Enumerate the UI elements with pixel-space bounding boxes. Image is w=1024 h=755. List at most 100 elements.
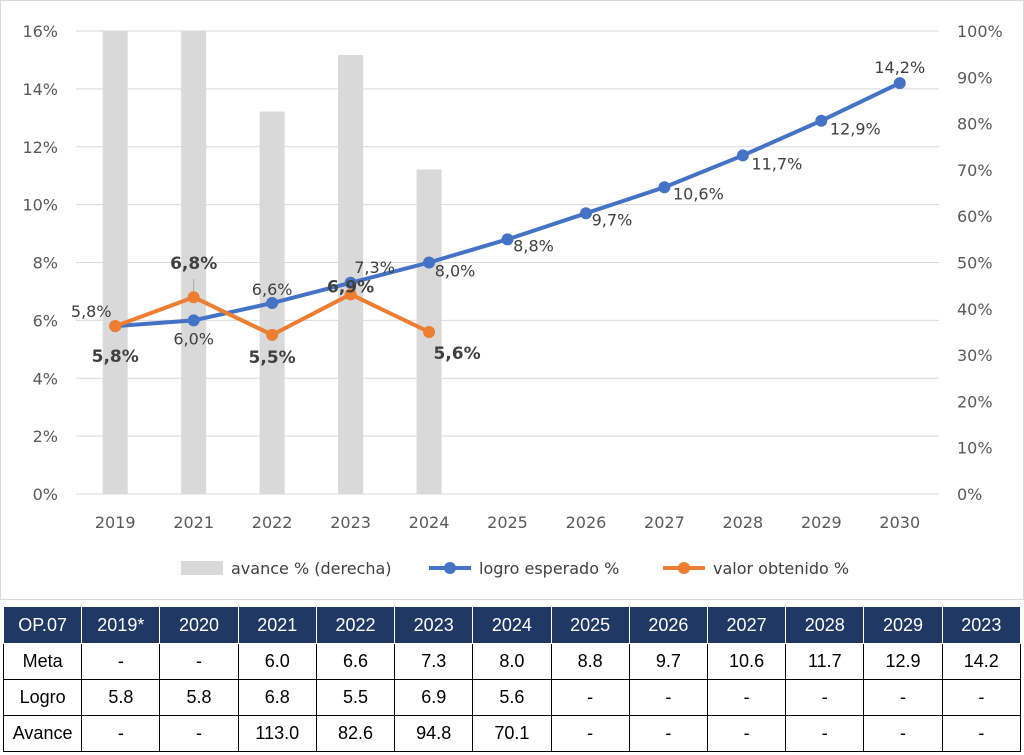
table-cell: 14.2 <box>941 643 1022 680</box>
table-cell: 9.7 <box>628 643 708 680</box>
chart-container: 0% 2% 4% 6% 8% 10% 12% 14% 16% 0% 10% 20% 30% 40% 50% 6… <box>0 0 1024 600</box>
y-left-tick-label: 0% <box>33 485 58 504</box>
x-tick-label: 2025 <box>487 513 528 532</box>
table-cell: 6.9 <box>394 679 474 716</box>
y-right-tick-label: 100% <box>957 22 1003 41</box>
expected-point <box>266 297 279 310</box>
table-header-cell: 2027 <box>706 606 787 644</box>
table-cell: 6.8 <box>237 679 317 716</box>
table-cell: - <box>941 715 1022 752</box>
y-left-tick-label: 4% <box>33 369 58 388</box>
table-cell: 5.8 <box>81 679 161 716</box>
table-header-cell: OP.07 <box>2 606 83 644</box>
legend-label: avance % (derecha) <box>231 559 392 578</box>
x-tick-label: 2027 <box>644 513 685 532</box>
table-cell: - <box>550 715 630 752</box>
table-header-cell: 2020 <box>159 606 239 644</box>
legend-obtained-marker <box>678 562 690 574</box>
expected-point <box>187 314 200 327</box>
table-cell: 5.5 <box>315 679 396 716</box>
table-row-label: Avance <box>2 715 83 752</box>
legend-label: valor obtenido % <box>713 559 849 578</box>
table-cell: - <box>706 679 787 716</box>
y-right-tick-label: 30% <box>957 346 993 365</box>
table-cell: 82.6 <box>315 715 396 752</box>
avance-bar <box>338 55 364 495</box>
obtained-data-label: 5,6% <box>433 344 480 364</box>
y-right-tick-label: 50% <box>957 254 993 273</box>
table-cell: - <box>863 715 943 752</box>
x-tick-label: 2021 <box>173 513 214 532</box>
obtained-data-label: 5,5% <box>249 348 296 368</box>
table-header-cell: 2025 <box>550 606 630 644</box>
expected-point <box>893 77 906 90</box>
obtained-point <box>109 320 122 333</box>
obtained-point <box>344 288 357 301</box>
expected-data-label: 10,6% <box>673 184 724 203</box>
x-tick-label: 2026 <box>566 513 607 532</box>
table-cell: - <box>159 643 239 680</box>
table-cell: 11.7 <box>785 643 865 680</box>
legend-expected-marker <box>444 562 456 574</box>
table-cell: 94.8 <box>394 715 474 752</box>
y-left-tick-label: 6% <box>33 311 58 330</box>
table-cell: 6.0 <box>237 643 317 680</box>
expected-point <box>815 114 828 127</box>
table-cell: 7.3 <box>394 643 474 680</box>
expected-data-label: 7,3% <box>354 258 395 277</box>
x-tick-label: 2023 <box>330 513 371 532</box>
table-row-label: Logro <box>2 679 83 716</box>
obtained-data-label: 5,8% <box>92 347 139 367</box>
expected-point <box>344 276 357 289</box>
table-cell: 10.6 <box>706 643 787 680</box>
x-tick-label: 2030 <box>879 513 920 532</box>
table-row: Logro 5.8 5.8 6.8 5.5 6.9 5.6- - - - - - <box>2 679 1022 716</box>
table-cell: - <box>628 679 708 716</box>
expected-data-label: 8,8% <box>513 236 554 255</box>
table-cell: - <box>785 715 865 752</box>
table-row-label: Meta <box>2 643 83 680</box>
expected-data-label: 9,7% <box>592 210 633 229</box>
table-cell: - <box>706 715 787 752</box>
expected-point <box>423 256 436 269</box>
table-body: Meta - -6.0 6.6 7.3 8.0 8.8 9.7 10.6 11.7 12.9 14.2… <box>2 643 1022 752</box>
table-header-cell: 2021 <box>237 606 317 644</box>
table-cell: - <box>785 679 865 716</box>
x-tick-label: 2024 <box>409 513 450 532</box>
table-header-cell: 2023 <box>394 606 474 644</box>
y-right-tick-label: 20% <box>957 392 993 411</box>
expected-point <box>501 233 514 246</box>
table-header-cell: 2022 <box>315 606 396 644</box>
table-cell: 5.8 <box>159 679 239 716</box>
table-cell: 8.0 <box>472 643 552 680</box>
table-cell: 12.9 <box>863 643 943 680</box>
avance-bar <box>102 31 128 494</box>
obtained-point <box>187 291 200 304</box>
table-cell: - <box>550 679 630 716</box>
table-cell: - <box>159 715 239 752</box>
x-tick-label: 2022 <box>252 513 293 532</box>
table-header-cell: 2026 <box>628 606 708 644</box>
y-right-tick-label: 0% <box>957 485 982 504</box>
expected-data-label: 14,2% <box>874 58 925 77</box>
expected-data-label: 11,7% <box>751 154 802 173</box>
table-cell: 6.6 <box>315 643 396 680</box>
obtained-point <box>423 325 436 338</box>
y-left-tick-label: 8% <box>33 254 58 273</box>
table-cell: 5.6 <box>472 679 552 716</box>
y-left-tick-label: 14% <box>22 80 58 99</box>
table-cell: - <box>81 715 161 752</box>
avance-bar <box>181 31 207 494</box>
x-tick-label: 2019 <box>95 513 136 532</box>
table-header-cell: 2024 <box>472 606 552 644</box>
table-row: Avance - -113.0 82.6 94.8 70.1- - - - - - <box>2 715 1022 752</box>
table-cell: - <box>863 679 943 716</box>
y-left-tick-label: 10% <box>22 196 58 215</box>
table-cell: - <box>941 679 1022 716</box>
y-right-tick-label: 40% <box>957 300 993 319</box>
expected-point <box>658 181 671 194</box>
table-header-cell: 2019* <box>81 606 161 644</box>
table-header-row: OP.07 2019* 2020 2021 2022 2023 2024 202… <box>2 606 1022 644</box>
table-cell: 70.1 <box>472 715 552 752</box>
table-row: Meta - -6.0 6.6 7.3 8.0 8.8 9.7 10.6 11.7 12.9 14.2 <box>2 643 1022 680</box>
